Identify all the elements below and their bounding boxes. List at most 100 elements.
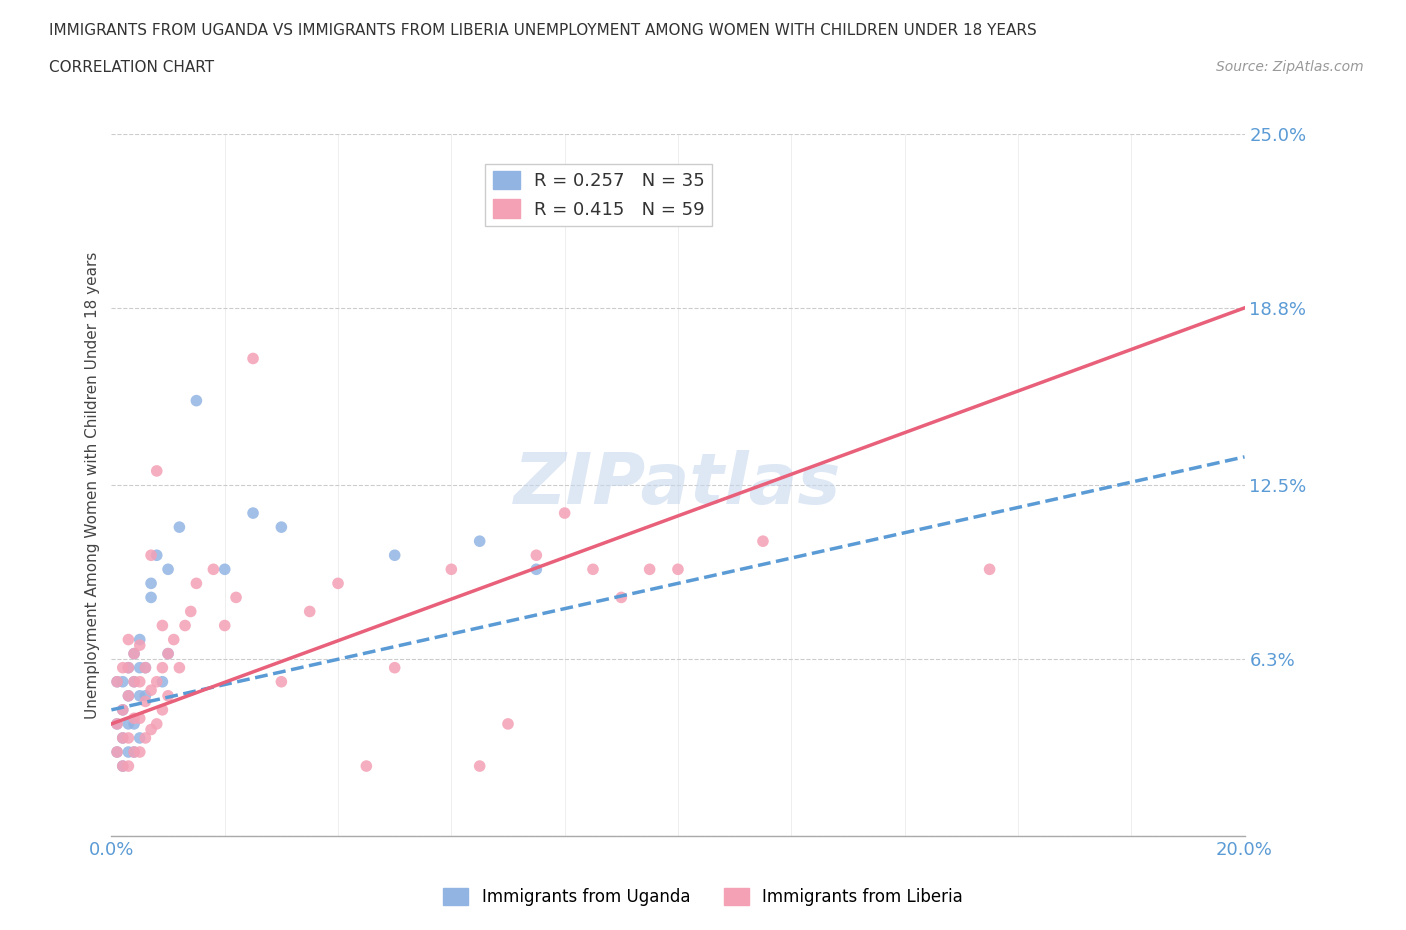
Point [111,759,134,774]
Point [186,576,208,591]
Point [468,534,491,549]
Point [225,590,247,604]
Point [128,711,150,725]
Point [298,604,321,618]
Point [111,660,134,675]
Point [111,702,134,717]
Point [163,632,186,647]
Point [554,506,576,521]
Point [152,618,174,633]
Point [666,562,689,577]
Y-axis label: Unemployment Among Women with Children Under 18 years: Unemployment Among Women with Children U… [86,251,100,719]
Point [122,674,145,689]
Point [384,660,406,675]
Point [122,711,145,725]
Point [111,731,134,746]
Point [152,674,174,689]
Point [105,745,128,760]
Point [122,745,145,760]
Point [134,660,156,675]
Point [440,562,463,577]
Point [180,604,202,618]
Text: IMMIGRANTS FROM UGANDA VS IMMIGRANTS FROM LIBERIA UNEMPLOYMENT AMONG WOMEN WITH : IMMIGRANTS FROM UGANDA VS IMMIGRANTS FRO… [49,23,1038,38]
Point [111,674,134,689]
Point [134,731,156,746]
Point [638,562,661,577]
Point [152,660,174,675]
Point [145,674,167,689]
Point [145,463,167,478]
Point [122,745,145,760]
Point [979,562,1001,577]
Point [152,702,174,717]
Point [174,618,197,633]
Point [111,731,134,746]
Point [128,745,150,760]
Point [242,506,264,521]
Point [111,759,134,774]
Point [117,660,139,675]
Point [105,716,128,731]
Point [105,674,128,689]
Point [105,745,128,760]
Point [157,688,180,703]
Text: Source: ZipAtlas.com: Source: ZipAtlas.com [1216,60,1364,74]
Point [128,674,150,689]
Point [122,716,145,731]
Text: ZIPatlas: ZIPatlas [515,450,842,520]
Point [169,660,191,675]
Point [128,638,150,653]
Point [496,716,519,731]
Point [117,660,139,675]
Point [139,576,162,591]
Text: CORRELATION CHART: CORRELATION CHART [49,60,214,75]
Legend: Immigrants from Uganda, Immigrants from Liberia: Immigrants from Uganda, Immigrants from … [437,881,969,912]
Point [145,548,167,563]
Point [117,745,139,760]
Point [384,548,406,563]
Point [122,674,145,689]
Point [610,590,633,604]
Point [157,646,180,661]
Point [117,716,139,731]
Point [105,674,128,689]
Point [139,548,162,563]
Point [524,562,547,577]
Point [157,646,180,661]
Point [242,351,264,365]
Point [139,590,162,604]
Point [752,534,775,549]
Point [128,632,150,647]
Point [582,562,605,577]
Point [169,520,191,535]
Point [111,702,134,717]
Point [134,694,156,709]
Point [122,646,145,661]
Point [139,683,162,698]
Point [117,759,139,774]
Point [157,562,180,577]
Point [326,576,349,591]
Legend: R = 0.257   N = 35, R = 0.415   N = 59: R = 0.257 N = 35, R = 0.415 N = 59 [485,164,711,226]
Point [128,688,150,703]
Point [186,393,208,408]
Point [117,632,139,647]
Point [117,688,139,703]
Point [524,548,547,563]
Point [270,674,292,689]
Point [468,759,491,774]
Point [214,618,236,633]
Point [117,688,139,703]
Point [145,716,167,731]
Point [214,562,236,577]
Point [139,722,162,737]
Point [128,731,150,746]
Point [356,759,378,774]
Point [117,731,139,746]
Point [202,562,225,577]
Point [105,716,128,731]
Point [270,520,292,535]
Point [134,688,156,703]
Point [134,660,156,675]
Point [128,660,150,675]
